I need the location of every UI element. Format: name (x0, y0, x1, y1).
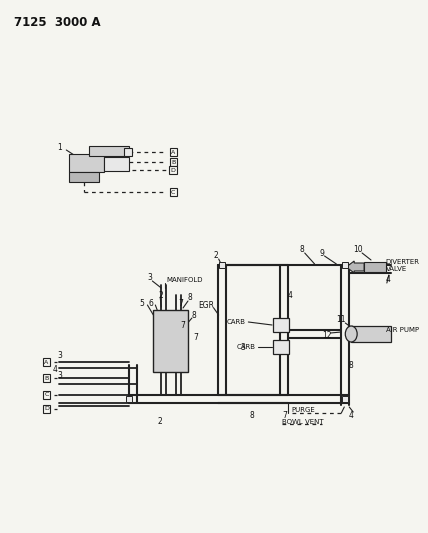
Text: 8: 8 (192, 311, 197, 319)
Text: CARB: CARB (226, 319, 245, 325)
Text: 3: 3 (241, 343, 245, 351)
Text: D: D (44, 407, 49, 411)
Text: C: C (45, 392, 49, 398)
Text: 4: 4 (386, 276, 391, 285)
Text: 4: 4 (53, 366, 57, 375)
Bar (273, 318, 289, 332)
Bar (69, 154, 104, 172)
Text: 7: 7 (282, 410, 287, 419)
Bar (273, 340, 289, 354)
Text: 2: 2 (213, 251, 218, 260)
Text: 3: 3 (147, 273, 152, 282)
Text: CARB: CARB (236, 344, 255, 350)
Text: D: D (171, 167, 175, 173)
Text: AIR PUMP: AIR PUMP (386, 327, 419, 333)
Text: 8: 8 (349, 360, 354, 369)
Text: 7: 7 (193, 334, 198, 343)
Text: 4: 4 (349, 410, 354, 419)
Text: 10: 10 (354, 246, 363, 254)
Text: 2: 2 (158, 417, 163, 426)
Text: 8: 8 (299, 246, 304, 254)
Bar (89, 146, 129, 156)
Bar (219, 262, 225, 268)
Text: DIVERTER: DIVERTER (386, 259, 420, 265)
Text: 5: 5 (139, 298, 144, 308)
Text: B: B (45, 376, 49, 381)
Ellipse shape (345, 326, 357, 342)
Text: 8: 8 (187, 294, 192, 303)
Text: EGR: EGR (198, 301, 214, 310)
Text: 3: 3 (57, 351, 62, 360)
Text: 6: 6 (149, 298, 154, 308)
Text: 9: 9 (319, 248, 324, 257)
Bar (104, 157, 129, 171)
Text: MANIFOLD: MANIFOLD (166, 277, 203, 283)
Text: VALVE: VALVE (386, 266, 407, 272)
Text: 8: 8 (250, 410, 255, 419)
Bar (69, 172, 99, 182)
Bar (351, 326, 391, 342)
Text: 12: 12 (322, 330, 331, 340)
Bar (364, 262, 386, 272)
FancyArrow shape (346, 261, 364, 273)
Text: A: A (45, 359, 49, 365)
Text: 7: 7 (178, 300, 184, 309)
Bar (124, 148, 131, 156)
Text: A: A (171, 149, 175, 155)
Text: 4: 4 (288, 290, 292, 300)
Text: BOWL VENT: BOWL VENT (282, 419, 324, 425)
Bar (342, 262, 348, 268)
Bar (126, 396, 131, 402)
Text: 7: 7 (181, 320, 185, 329)
Text: B: B (171, 159, 175, 165)
Bar (153, 310, 188, 372)
Text: 7125  3000 A: 7125 3000 A (14, 15, 101, 28)
Bar (342, 396, 348, 402)
Text: 1: 1 (57, 143, 62, 152)
Text: C: C (171, 190, 175, 195)
Text: 11: 11 (336, 316, 346, 325)
Text: 2: 2 (159, 290, 163, 300)
Text: 3: 3 (57, 370, 62, 379)
Text: PURGE: PURGE (292, 407, 315, 413)
